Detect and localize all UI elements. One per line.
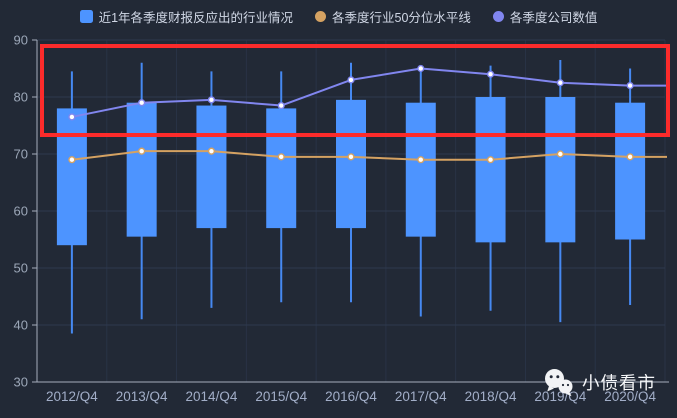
legend-item-label: 各季度行业50分位水平线 — [332, 10, 471, 25]
y-tick-label: 80 — [14, 90, 28, 105]
median-line-point[interactable] — [207, 147, 216, 155]
candle-body[interactable] — [545, 97, 576, 243]
x-tick-label: 2014/Q4 — [186, 389, 238, 404]
company-line-point[interactable] — [207, 96, 216, 104]
legend-item-industry-range[interactable]: 近1年各季度财报反应出的行业情况 — [79, 7, 294, 26]
median-line-point[interactable] — [277, 153, 285, 161]
highlight-rectangle — [40, 44, 670, 137]
company-line-point[interactable] — [347, 76, 355, 84]
company-line-point[interactable] — [417, 64, 425, 73]
x-tick-label: 2019/Q4 — [534, 389, 586, 404]
company-line-point[interactable] — [68, 113, 76, 121]
legend-square-marker-icon — [79, 9, 93, 23]
legend-circle-marker-icon — [492, 10, 504, 22]
candle-body[interactable] — [56, 108, 87, 246]
x-tick-label: 2017/Q4 — [395, 389, 447, 404]
company-line-point[interactable] — [138, 99, 146, 107]
y-tick-label: 50 — [14, 261, 28, 276]
watermark: 小债看市 — [542, 368, 656, 397]
candle-body[interactable] — [266, 108, 297, 229]
candle-body[interactable] — [405, 102, 436, 237]
watermark-text: 小债看市 — [582, 373, 656, 393]
candle-body[interactable] — [615, 102, 646, 240]
company-line-path — [71, 67, 667, 118]
y-axis-labels: 30 40 50 60 70 80 90 — [14, 33, 28, 390]
company-line-point[interactable] — [626, 81, 634, 90]
y-tick-label: 90 — [14, 33, 28, 48]
x-tick-label: 2016/Q4 — [325, 389, 377, 404]
x-tick-label: 2020/Q4 — [604, 389, 656, 404]
median-line-path — [71, 150, 667, 161]
x-axis-labels: 2012/Q4 2013/Q4 2014/Q4 2015/Q4 2016/Q4 2017/… — [46, 389, 657, 404]
median-line-series — [68, 147, 667, 164]
x-tick-label: 2012/Q4 — [46, 389, 98, 404]
company-line-point[interactable] — [277, 101, 285, 110]
legend-item-company-value[interactable]: 各季度公司数值 — [492, 7, 598, 26]
wechat-icon — [545, 369, 573, 397]
y-tick-label: 30 — [14, 375, 28, 390]
candle-body[interactable] — [336, 99, 366, 229]
candlestick-series — [56, 59, 646, 334]
median-line-point[interactable] — [417, 156, 425, 164]
y-tick-label: 40 — [14, 318, 28, 333]
median-line-point[interactable] — [68, 156, 76, 164]
x-tick-label: 2013/Q4 — [116, 389, 168, 404]
median-line-point[interactable] — [626, 153, 634, 161]
y-tick-label: 60 — [14, 204, 28, 219]
median-line-point[interactable] — [486, 156, 495, 164]
legend-item-label: 近1年各季度财报反应出的行业情况 — [98, 10, 294, 25]
x-tick-label: 2018/Q4 — [465, 389, 517, 404]
median-line-point[interactable] — [138, 147, 146, 155]
median-line-point[interactable] — [556, 150, 564, 158]
candle-body[interactable] — [196, 105, 227, 229]
legend-item-median-line[interactable]: 各季度行业50分位水平线 — [315, 7, 471, 26]
company-line-point[interactable] — [556, 79, 564, 87]
median-line-point[interactable] — [347, 153, 355, 161]
y-tick-label: 70 — [14, 147, 28, 162]
legend-item-label: 各季度公司数值 — [509, 10, 598, 25]
x-tick-label: 2015/Q4 — [255, 389, 307, 404]
company-line-point[interactable] — [486, 70, 495, 78]
legend-circle-marker-icon — [315, 10, 327, 22]
candle-body[interactable] — [126, 102, 157, 237]
company-line-series — [68, 64, 667, 121]
chart-legend: 近1年各季度财报反应出的行业情况 各季度行业50分位水平线 各季度公司数值 — [0, 6, 677, 26]
candle-body[interactable] — [475, 97, 506, 243]
